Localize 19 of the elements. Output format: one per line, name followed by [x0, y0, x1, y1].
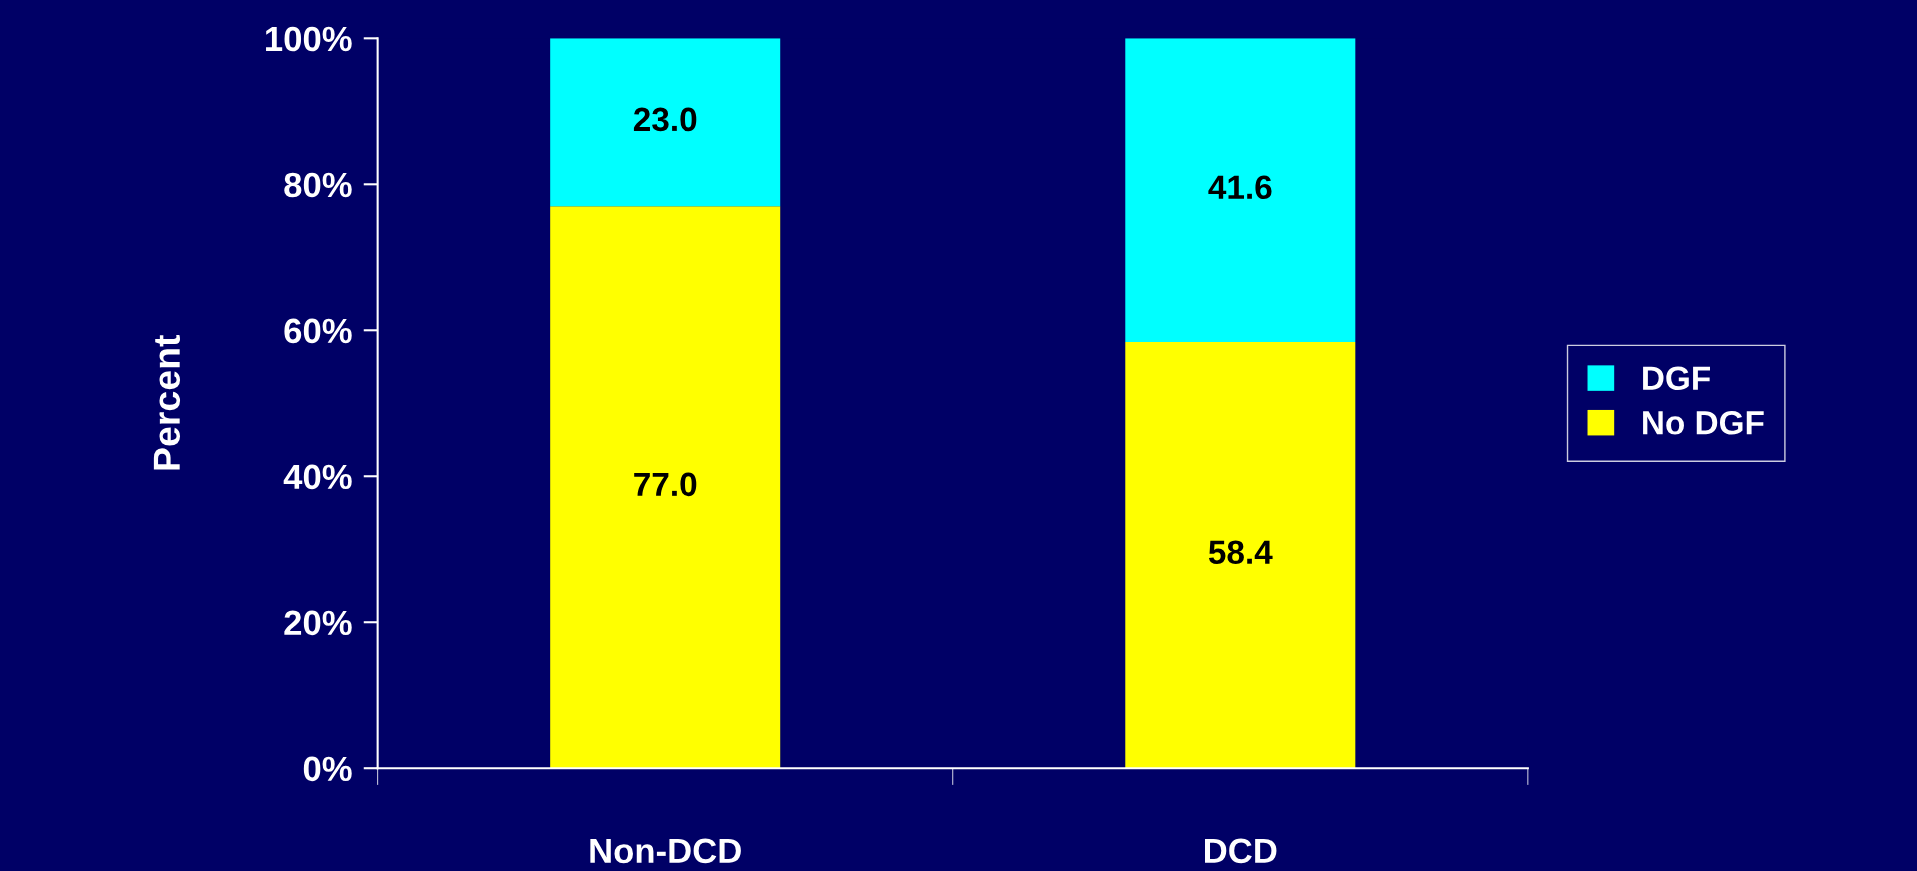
legend-label: DGF: [1643, 366, 1710, 391]
data-label: 23.0: [633, 107, 697, 132]
y-tick-label: 40%: [283, 464, 352, 490]
bar: [550, 206, 781, 769]
bar: [550, 38, 781, 207]
y-axis-title: Percent: [153, 334, 181, 470]
bar: [1125, 341, 1356, 769]
y-tick-label: 60%: [284, 318, 352, 344]
data-label: 58.4: [1208, 540, 1273, 565]
bar: [1125, 38, 1356, 342]
y-tick-label: 80%: [284, 172, 352, 198]
y-tick-label: 20%: [284, 610, 352, 636]
y-tick-label: 100%: [266, 26, 352, 52]
data-label: 41.6: [1208, 175, 1272, 200]
x-tick-label: Non-DCD: [590, 838, 741, 864]
data-label: 77.0: [634, 472, 697, 497]
legend-label: No DGF: [1643, 411, 1764, 435]
x-tick-label: DCD: [1205, 838, 1277, 864]
y-tick-label: 0%: [303, 756, 352, 782]
